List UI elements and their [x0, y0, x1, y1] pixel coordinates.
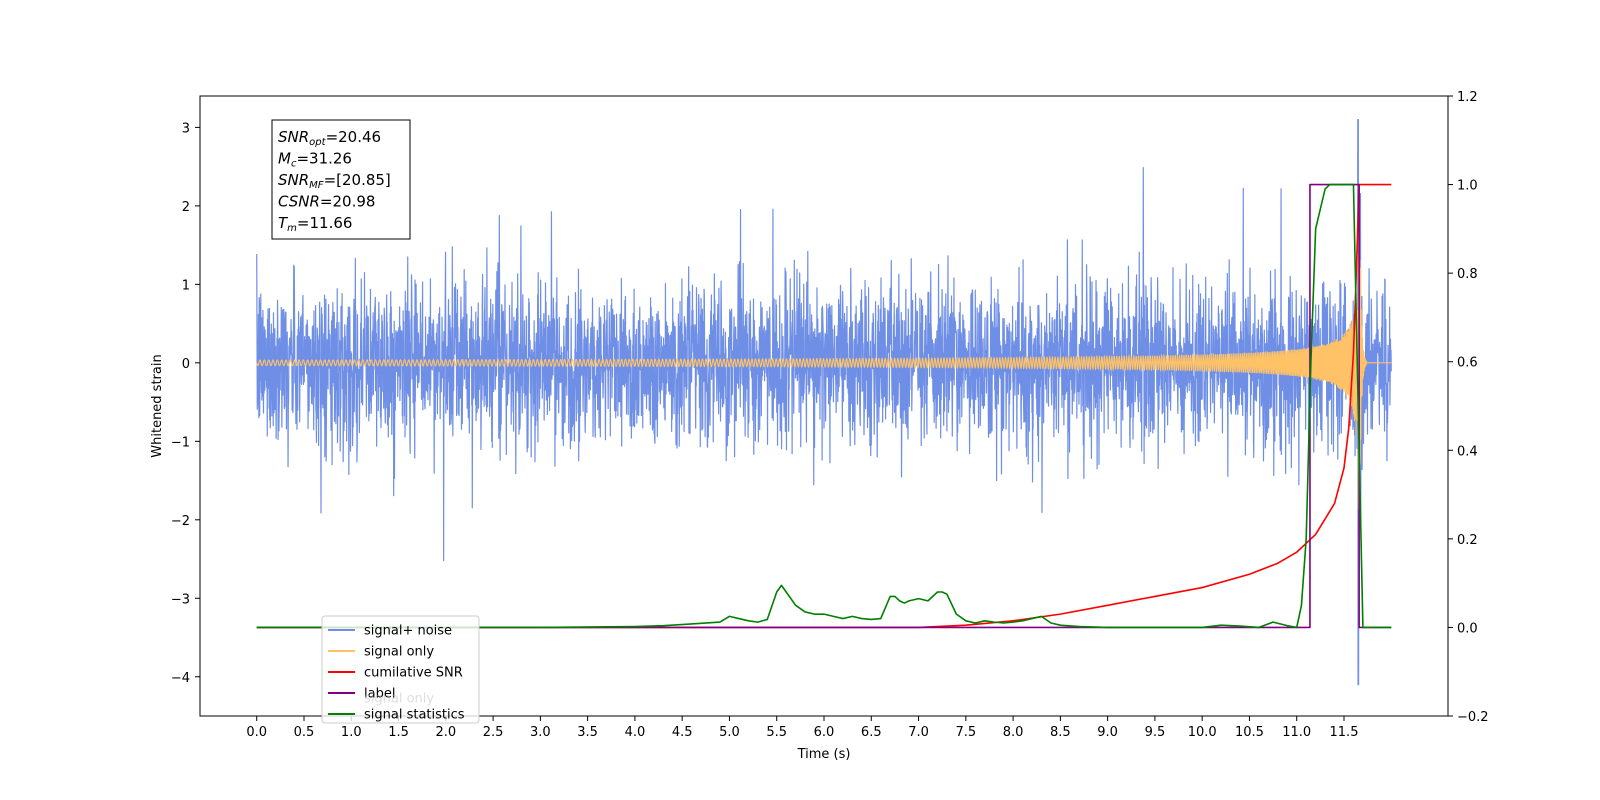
x-tick-label: 2.0: [435, 725, 456, 740]
annotation-symbol: SNR: [278, 171, 309, 189]
legend-frame: [321, 615, 480, 724]
y-right-tick-label: 1.2: [1457, 90, 1478, 105]
y-left-tick-label: 0: [182, 357, 190, 372]
series-signal-noise: [256, 118, 1392, 686]
annotation-line: SNRMF=[20.85]: [278, 171, 391, 191]
x-tick-label: 8.0: [1003, 725, 1024, 740]
annotation-subscript: opt: [309, 137, 326, 148]
y-left-tick-label: −1: [171, 435, 190, 450]
legend-entry-label: label: [364, 687, 395, 702]
annotation-line: CSNR=20.98: [278, 193, 375, 211]
x-tick-label: 0.0: [246, 725, 267, 740]
annotation-subscript: MF: [309, 180, 324, 191]
x-axis-label: Time (s): [797, 747, 851, 762]
annotation-subscript: c: [291, 159, 297, 170]
y-right-tick-label: 1.0: [1457, 179, 1478, 194]
annotation-subscript: m: [287, 223, 297, 234]
x-tick-label: 3.0: [530, 725, 551, 740]
annotation-line: Mc=31.26: [278, 150, 352, 170]
y-right-tick-label: −0.2: [1457, 710, 1489, 725]
x-tick-label: 8.5: [1050, 725, 1071, 740]
annotation-frame: [271, 119, 411, 240]
legend-entry-signal-only: signal only: [364, 645, 434, 660]
annotation-symbol: CSNR: [278, 193, 320, 211]
y-right-tick-label: 0.6: [1457, 356, 1478, 371]
x-tick-label: 1.5: [388, 725, 409, 740]
y-left-tick-label: 3: [182, 121, 190, 136]
legend-entry-signal-noise: signal+ noise: [364, 624, 452, 639]
y-left-tick-label: 1: [182, 278, 190, 293]
annotation-line: Tm=11.66: [278, 214, 352, 234]
x-tick-label: 4.5: [672, 725, 693, 740]
x-tick-label: 3.5: [577, 725, 598, 740]
x-tick-label: 6.0: [814, 725, 835, 740]
y-right-tick-label: 0.2: [1457, 533, 1478, 548]
y-right-tick-label: 0.8: [1457, 267, 1478, 282]
x-tick-label: 2.5: [483, 725, 504, 740]
y-axis-left: 3 2 1 0 −1 −2 −3 −4: [171, 121, 200, 686]
annotation-box: SNRopt=20.46Mc=31.26SNRMF=[20.85]CSNR=20…: [271, 119, 411, 240]
legend-entry-signal-statistics: signal statistics: [364, 708, 465, 723]
series-cumulative-snr: [256, 183, 1392, 629]
y-left-tick-label: −3: [171, 592, 190, 607]
series-signal-statistics: [256, 183, 1392, 629]
x-tick-label: 6.5: [861, 725, 882, 740]
x-tick-label: 7.0: [908, 725, 929, 740]
x-tick-label: 5.0: [719, 725, 740, 740]
y-left-tick-label: −4: [171, 671, 190, 686]
x-tick-label: 9.0: [1097, 725, 1118, 740]
x-tick-label: 7.5: [955, 725, 976, 740]
annotation-value: =11.66: [297, 214, 353, 232]
y-right-tick-label: 0.4: [1457, 444, 1478, 459]
y-left-tick-label: 2: [182, 200, 190, 215]
annotation-symbol: SNR: [278, 128, 309, 146]
annotation-value: =20.98: [320, 193, 376, 211]
legend: signal+ noise signal only cumilative SNR la…: [321, 615, 480, 724]
x-tick-label: 10.5: [1235, 725, 1264, 740]
y-right-tick-label: 0.0: [1457, 621, 1478, 636]
legend-entry-cumulative-snr: cumilative SNR: [364, 666, 463, 681]
x-tick-label: 9.5: [1145, 725, 1166, 740]
series-signal-only: [256, 184, 1392, 530]
annotation-value: =31.26: [296, 150, 352, 168]
x-tick-label: 1.0: [341, 725, 362, 740]
x-tick-label: 5.5: [766, 725, 787, 740]
series-layer: [256, 118, 1392, 686]
annotation-symbol: M: [278, 150, 291, 168]
x-axis: 0.0 0.5 1.0 1.5 2.0 2.5 3.0 3.5 4.0 4.5 5.0 5.5 6.0 6…: [246, 716, 1358, 740]
y-left-tick-label: −2: [171, 514, 190, 529]
annotation-value: =20.46: [326, 128, 382, 146]
x-tick-label: 11.0: [1282, 725, 1311, 740]
annotation-symbol: T: [278, 214, 289, 232]
x-tick-label: 4.0: [625, 725, 646, 740]
annotation-value: =[20.85]: [324, 171, 391, 189]
y-axis-right: 1.2 1.0 0.8 0.6 0.4 0.2 0.0 −0.2: [1448, 90, 1489, 725]
x-tick-label: 10.0: [1188, 725, 1217, 740]
x-tick-label: 11.5: [1330, 725, 1359, 740]
legend-overlap-text: signal only: [364, 692, 434, 707]
x-tick-label: 0.5: [294, 725, 315, 740]
annotation-line: SNRopt=20.46: [278, 128, 381, 148]
y-axis-label: Whitened strain: [150, 354, 165, 457]
